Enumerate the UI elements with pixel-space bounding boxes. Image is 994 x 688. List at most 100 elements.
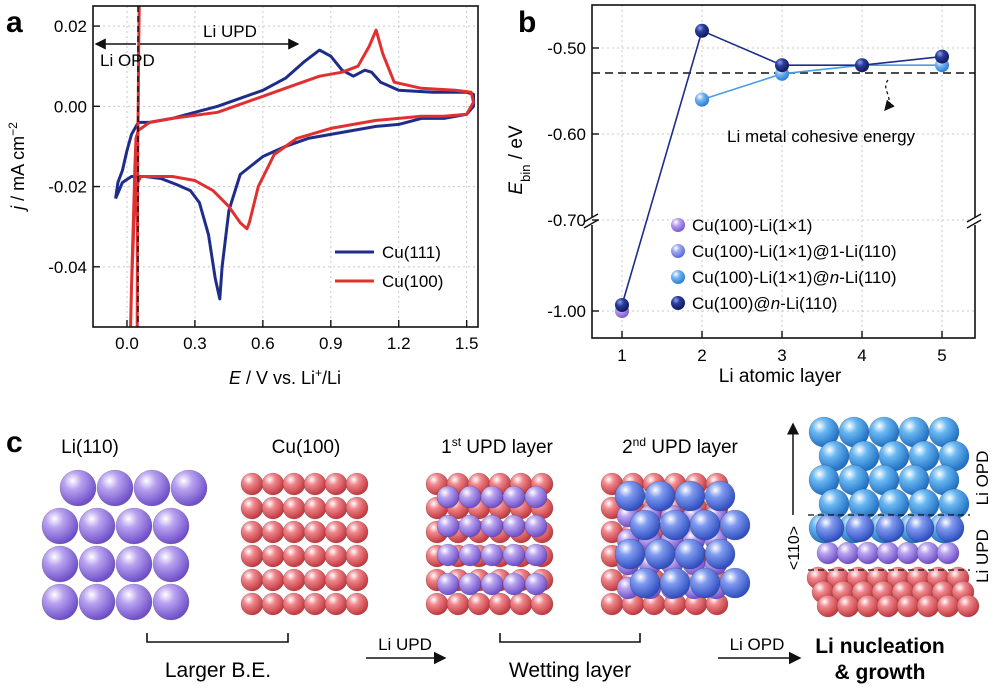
left-axis-break-gap: [586, 217, 598, 225]
b-xtick-label: 2: [697, 346, 706, 365]
upd2-top-atom: [674, 480, 706, 512]
title-upd1: 1st UPD layer: [441, 435, 553, 458]
cu100-atom: [240, 520, 264, 544]
panel-label-b: b: [518, 6, 536, 39]
stack-cu-atom: [916, 594, 940, 618]
upd1-li-atom: [458, 514, 482, 538]
cu100-atom: [282, 544, 306, 568]
upd1-li-atom: [502, 572, 526, 596]
cu100-atom: [282, 520, 306, 544]
upd2-top-atom: [674, 538, 706, 570]
cu100-atom: [324, 592, 348, 616]
cu100-atom: [324, 472, 348, 496]
panel-b-grid: [592, 5, 975, 338]
b-legend-label-3: Cu(100)@n-Li(110): [692, 294, 837, 313]
li110-atom: [152, 545, 190, 583]
li110-atom: [115, 545, 153, 583]
upd1-li-atom: [436, 543, 460, 567]
upd1-li-atom: [458, 543, 482, 567]
panel-a-ylabel: j / mA cm−2: [6, 122, 28, 213]
cu100-atom: [303, 544, 327, 568]
b-legend-swatch-3: [671, 296, 685, 310]
cu100-atom: [303, 568, 327, 592]
upd2-top-atom: [704, 538, 736, 570]
b-ytick-label: -0.70: [547, 211, 586, 230]
opd-annotation: Li OPD: [100, 51, 155, 70]
a-ytick-label: -0.04: [48, 258, 87, 277]
a-ytick-label: 0.00: [54, 97, 87, 116]
cu100-atom: [282, 568, 306, 592]
stack-cu-atom: [836, 594, 860, 618]
upd2-top-atom: [644, 480, 676, 512]
title-upd2: 2nd UPD layer: [622, 435, 738, 458]
panel-b-ylabel: Ebin / eV: [506, 125, 533, 194]
panel-a-ticks: 0.0 0.3 0.6 0.9 1.2 1.5 0.02 0.00 -0.02 -0.04: [48, 17, 478, 353]
stack-upd-atom: [935, 513, 965, 543]
upd1-li-atom: [502, 514, 526, 538]
cu100-atom: [345, 592, 369, 616]
stack-cu-atom: [936, 594, 960, 618]
li110-atom: [59, 469, 97, 507]
upd1-li-atom: [436, 514, 460, 538]
panel-b-xlabel: Li atomic layer: [719, 366, 842, 387]
li110-atom: [78, 507, 116, 545]
a-xtick-label: 0.3: [183, 334, 207, 353]
upd1-li-atom: [436, 572, 460, 596]
cu100-atom: [303, 472, 327, 496]
cu100-atom: [303, 520, 327, 544]
stack-li-atom: [856, 541, 880, 565]
a-xtick-label: 1.5: [455, 334, 479, 353]
cu100-atom: [240, 544, 264, 568]
cu100-atom: [261, 496, 285, 520]
upd1-li-atom: [480, 572, 504, 596]
upd2-top-atom: [629, 509, 661, 541]
cu100-atom: [303, 592, 327, 616]
direction-label: <110>: [786, 526, 803, 570]
upd2-top-atom: [719, 509, 751, 541]
upd-process-label: Li UPD: [378, 635, 432, 654]
stack-cu-atom: [856, 594, 880, 618]
cu100-atom: [261, 520, 285, 544]
cu100-atom: [303, 496, 327, 520]
left-axis-break-mark-2: [583, 219, 599, 229]
upd1-cu-atom: [488, 592, 512, 616]
upd2-top-atom: [659, 567, 691, 599]
upd1-li-atom: [524, 485, 548, 509]
b-point-3: [855, 58, 869, 73]
cu100-atom: [345, 544, 369, 568]
panel-a-grid: [93, 6, 478, 327]
cu100-atom: [345, 520, 369, 544]
b-xtick-label: 4: [857, 346, 866, 365]
li110-atom: [133, 469, 171, 507]
upd1-li-atom: [524, 572, 548, 596]
opd-process-label: Li OPD: [730, 635, 785, 654]
title-cu100: Cu(100): [272, 437, 341, 458]
cu100-atom: [345, 472, 369, 496]
li110-atom: [170, 469, 208, 507]
a-xtick-label: 0.6: [251, 334, 275, 353]
panel-b-legend: Cu(100)-Li(1×1) Cu(100)-Li(1×1)@1-Li(110)…: [671, 216, 897, 313]
b-point-3: [935, 49, 949, 64]
panel-b-ticks: 1 2 3 4 5 -0.50 -0.60 -0.70 -1.00: [547, 39, 946, 365]
panel-b-plot: 1 2 3 4 5 -0.50 -0.60 -0.70 -1.00 Li metal cohes…: [506, 4, 982, 387]
upd1-li-atom: [480, 514, 504, 538]
upd1-li-atom: [502, 543, 526, 567]
b-legend-swatch-2: [671, 270, 685, 284]
stack-li-atom: [916, 541, 940, 565]
cu100-atom: [261, 592, 285, 616]
b-xtick-label: 3: [777, 346, 786, 365]
b-legend-swatch-1: [671, 244, 685, 258]
stack-li-atom: [836, 541, 860, 565]
panel-a-plot: 0.0 0.3 0.6 0.9 1.2 1.5 0.02 0.00 -0.02 -0.04 Li …: [6, 5, 479, 388]
upd2-top-atom: [704, 480, 736, 512]
a-xtick-label: 0.9: [319, 334, 343, 353]
a-ytick-label: -0.02: [48, 178, 87, 197]
panel-label-a: a: [6, 6, 23, 39]
upd1-cu-atom: [509, 592, 533, 616]
cu100-atom: [261, 472, 285, 496]
upd2-top-atom: [659, 509, 691, 541]
stack-cu-atom: [956, 594, 980, 618]
legend-label-cu111: Cu(111): [382, 243, 441, 262]
panel-label-c: c: [6, 426, 23, 459]
